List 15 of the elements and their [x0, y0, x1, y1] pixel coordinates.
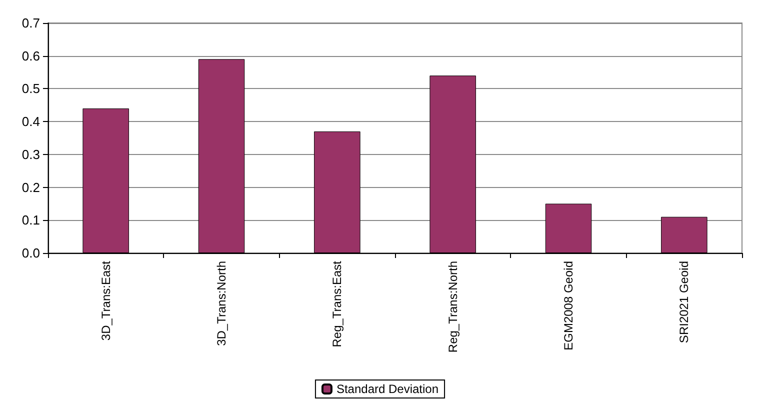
legend-label: Standard Deviation	[336, 382, 439, 396]
y-tick-label: 0.7	[22, 16, 40, 30]
x-tick-label: SRI2021 Geoid	[677, 261, 692, 344]
y-tick-label: 0.1	[22, 212, 40, 228]
x-tick-label: 3D_Trans:East	[98, 260, 113, 341]
x-tick-label: EGM2008 Geoid	[562, 261, 576, 350]
y-tick-label: 0.4	[22, 114, 40, 130]
y-tick-label: 0.2	[22, 180, 40, 195]
x-tick-label: Reg_Trans:North	[446, 261, 460, 353]
y-tick-label: 0.3	[22, 146, 40, 162]
y-tick-label: 0.6	[22, 48, 40, 64]
x-tick-label: Reg_Trans:East	[330, 260, 344, 348]
y-tick-label: 0.5	[22, 81, 40, 96]
y-tick-label: 0.0	[22, 246, 40, 260]
x-tick-label: 3D_Trans:North	[214, 261, 228, 346]
